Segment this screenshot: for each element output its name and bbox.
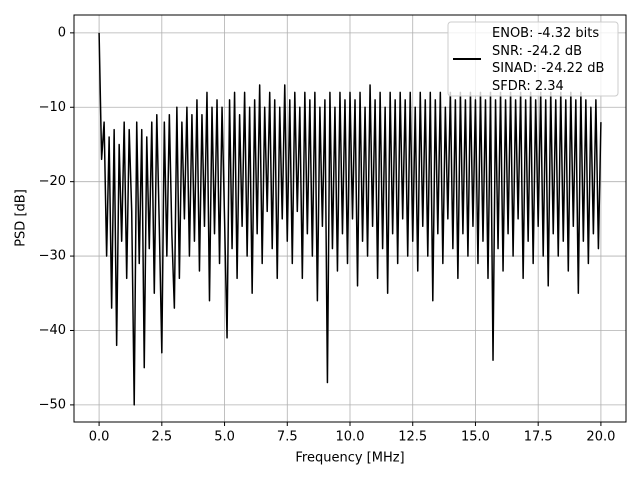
legend-box xyxy=(447,21,619,97)
x-tick-label: 2.5 xyxy=(151,430,172,445)
legend-label: ENOB: -4.32 bits SNR: -24.2 dB SINAD: -2… xyxy=(492,26,605,94)
ticks: 0.0 2.5 5.0 7.5 10.0 12.5 15.0 17.5 20.0 0 −10 −20 −… xyxy=(39,25,616,444)
y-tick-label: 0 xyxy=(58,25,66,40)
y-tick-label: −40 xyxy=(39,323,66,338)
y-tick-label: −10 xyxy=(39,100,66,115)
y-tick-label: −50 xyxy=(39,397,66,412)
x-tick-label: 5.0 xyxy=(214,430,235,445)
x-tick-label: 0.0 xyxy=(89,430,110,445)
x-axis-label: Frequency [MHz] xyxy=(295,451,404,466)
plot-lines xyxy=(98,32,602,406)
x-tick-label: 7.5 xyxy=(277,430,298,445)
psd-line xyxy=(98,32,602,406)
x-tick-label: 10.0 xyxy=(336,430,365,445)
x-tick-label: 12.5 xyxy=(398,430,427,445)
x-tick-label: 17.5 xyxy=(524,430,553,445)
y-tick-label: −30 xyxy=(39,249,66,264)
y-tick-label: −20 xyxy=(39,174,66,189)
x-tick-label: 15.0 xyxy=(461,430,490,445)
y-axis-label: PSD [dB] xyxy=(14,189,29,247)
x-tick-label: 20.0 xyxy=(586,430,615,445)
